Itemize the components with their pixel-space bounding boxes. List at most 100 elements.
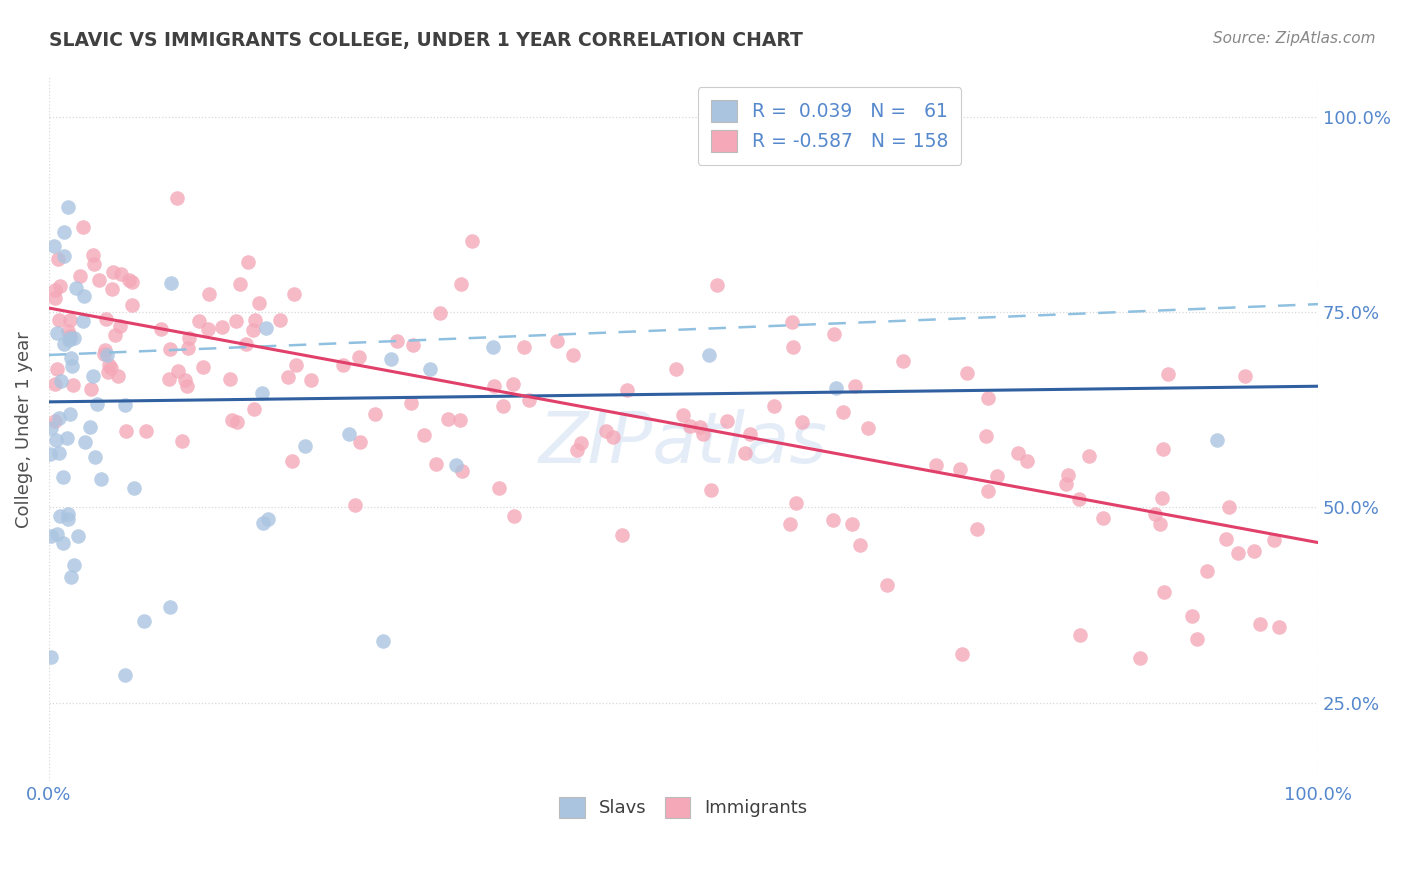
Point bbox=[44, 376, 66, 391]
Point bbox=[337, 426, 360, 441]
Point bbox=[121, 275, 143, 289]
Point bbox=[461, 235, 484, 249]
Point bbox=[451, 464, 474, 478]
Point bbox=[1149, 517, 1171, 532]
Point bbox=[561, 348, 583, 362]
Point bbox=[1226, 546, 1249, 560]
Point bbox=[254, 321, 277, 335]
Point bbox=[602, 430, 624, 444]
Point bbox=[413, 428, 436, 442]
Point bbox=[595, 425, 617, 439]
Point bbox=[569, 435, 592, 450]
Point bbox=[39, 447, 62, 461]
Point bbox=[402, 337, 425, 351]
Point bbox=[157, 372, 180, 386]
Point bbox=[1007, 446, 1029, 460]
Point bbox=[249, 296, 271, 310]
Point bbox=[785, 496, 807, 510]
Point bbox=[823, 327, 845, 342]
Point bbox=[436, 411, 458, 425]
Point bbox=[59, 330, 82, 344]
Point bbox=[110, 319, 132, 334]
Point bbox=[118, 272, 141, 286]
Point bbox=[56, 200, 79, 214]
Point bbox=[502, 377, 524, 392]
Point bbox=[949, 461, 972, 475]
Point bbox=[135, 424, 157, 438]
Point bbox=[122, 481, 145, 495]
Point bbox=[42, 239, 65, 253]
Point bbox=[974, 429, 997, 443]
Point bbox=[672, 409, 695, 423]
Point bbox=[48, 313, 70, 327]
Point bbox=[100, 361, 122, 376]
Point bbox=[517, 393, 540, 408]
Point bbox=[174, 373, 197, 387]
Point bbox=[692, 427, 714, 442]
Point bbox=[269, 312, 291, 326]
Point bbox=[218, 372, 240, 386]
Point bbox=[977, 392, 1000, 406]
Point bbox=[343, 498, 366, 512]
Point bbox=[45, 433, 67, 447]
Point bbox=[762, 400, 785, 414]
Point bbox=[1152, 442, 1174, 457]
Point bbox=[1153, 584, 1175, 599]
Point bbox=[1057, 468, 1080, 483]
Point bbox=[115, 425, 138, 439]
Point bbox=[1218, 500, 1240, 515]
Point bbox=[221, 413, 243, 427]
Point bbox=[114, 398, 136, 412]
Point bbox=[58, 407, 80, 421]
Point bbox=[53, 225, 76, 239]
Point bbox=[72, 313, 94, 327]
Point bbox=[69, 268, 91, 283]
Point bbox=[107, 368, 129, 383]
Point bbox=[700, 483, 723, 498]
Point bbox=[97, 358, 120, 372]
Point bbox=[706, 277, 728, 292]
Point bbox=[82, 248, 104, 262]
Point bbox=[488, 482, 510, 496]
Point bbox=[41, 650, 63, 665]
Point bbox=[734, 445, 756, 459]
Point bbox=[45, 526, 67, 541]
Point bbox=[371, 634, 394, 648]
Point bbox=[191, 359, 214, 374]
Point bbox=[62, 378, 84, 392]
Point bbox=[1215, 533, 1237, 547]
Point bbox=[1263, 533, 1285, 547]
Point bbox=[283, 286, 305, 301]
Point bbox=[824, 382, 846, 396]
Point bbox=[62, 558, 84, 572]
Point bbox=[48, 446, 70, 460]
Point bbox=[84, 450, 107, 464]
Point bbox=[1267, 620, 1289, 634]
Legend: Slavs, Immigrants: Slavs, Immigrants bbox=[553, 789, 815, 825]
Point bbox=[482, 378, 505, 392]
Point bbox=[429, 306, 451, 320]
Point bbox=[243, 313, 266, 327]
Point bbox=[225, 314, 247, 328]
Point bbox=[110, 267, 132, 281]
Point bbox=[73, 288, 96, 302]
Point bbox=[101, 282, 124, 296]
Point bbox=[197, 322, 219, 336]
Point bbox=[114, 667, 136, 681]
Point bbox=[211, 319, 233, 334]
Point bbox=[446, 458, 468, 472]
Point bbox=[166, 191, 188, 205]
Point bbox=[844, 379, 866, 393]
Point bbox=[1069, 628, 1091, 642]
Point bbox=[482, 341, 505, 355]
Point bbox=[94, 343, 117, 357]
Point bbox=[56, 431, 79, 445]
Point bbox=[450, 277, 472, 291]
Point bbox=[503, 508, 526, 523]
Point bbox=[52, 337, 75, 351]
Point bbox=[197, 286, 219, 301]
Point bbox=[349, 435, 371, 450]
Point bbox=[62, 359, 84, 373]
Point bbox=[176, 341, 198, 355]
Point bbox=[616, 383, 638, 397]
